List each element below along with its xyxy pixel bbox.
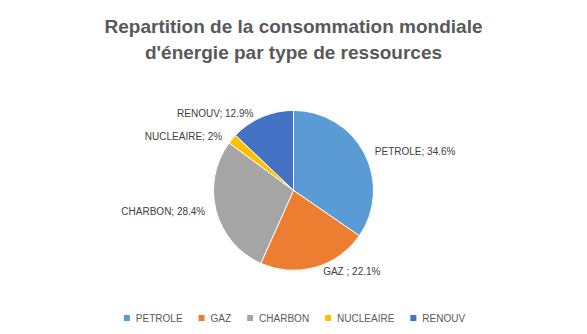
svg-text:RENOUV: RENOUV <box>422 313 465 324</box>
svg-text:d'énergie par type de ressourc: d'énergie par type de ressources <box>145 42 442 63</box>
svg-text:CHARBON: CHARBON <box>259 313 309 324</box>
svg-text:PETROLE: PETROLE <box>136 313 183 324</box>
svg-text:Repartition de la consommation: Repartition de la consommation mondiale <box>105 16 483 37</box>
svg-text:CHARBON; 28.4%: CHARBON; 28.4% <box>121 206 205 217</box>
svg-text:NUCLEAIRE; 2%: NUCLEAIRE; 2% <box>145 131 222 142</box>
svg-text:RENOUV; 12.9%: RENOUV; 12.9% <box>177 108 253 119</box>
svg-text:GAZ ; 22.1%: GAZ ; 22.1% <box>323 266 380 277</box>
svg-text:NUCLEAIRE: NUCLEAIRE <box>337 313 395 324</box>
svg-text:GAZ: GAZ <box>211 313 232 324</box>
svg-text:PETROLE; 34.6%: PETROLE; 34.6% <box>375 146 456 157</box>
